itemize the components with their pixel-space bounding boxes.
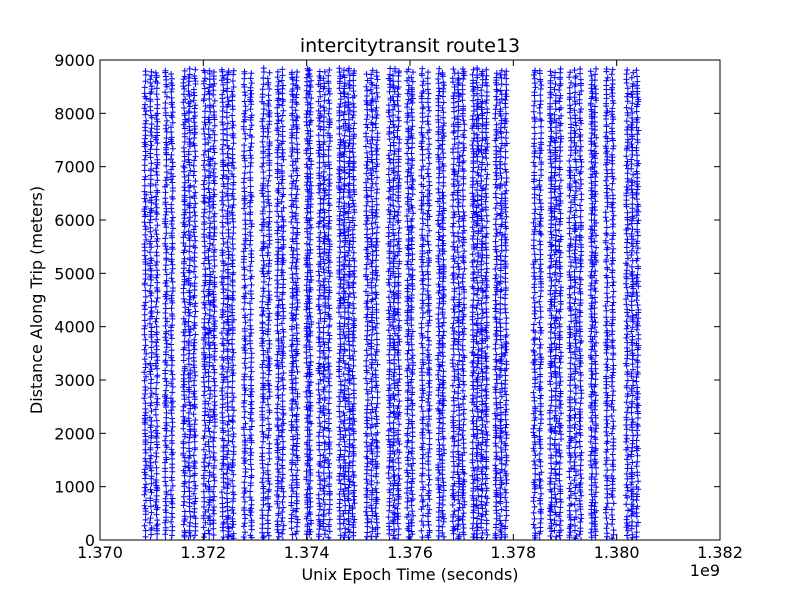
y-tick-label: 8000 bbox=[54, 104, 95, 123]
trip-band bbox=[418, 65, 433, 540]
plus-markers bbox=[449, 66, 468, 540]
y-tick-label: 0 bbox=[85, 531, 95, 550]
y-tick-label: 6000 bbox=[54, 211, 95, 230]
trip-band bbox=[623, 67, 642, 540]
plus-markers bbox=[566, 66, 585, 540]
plus-markers bbox=[418, 65, 433, 540]
trip-band bbox=[434, 65, 447, 540]
trip-band bbox=[218, 66, 237, 540]
y-tick-label: 2000 bbox=[54, 424, 95, 443]
plus-markers bbox=[288, 69, 301, 540]
y-tick-label: 3000 bbox=[54, 371, 95, 390]
plus-markers bbox=[602, 66, 617, 540]
y-tick-label: 5000 bbox=[54, 264, 95, 283]
y-tick-label: 1000 bbox=[54, 478, 95, 497]
y-axis-ticks: 0 1000 2000 3000 4000 5000 6000 7000 8000 9000 bbox=[54, 51, 720, 550]
plus-markers bbox=[492, 67, 510, 540]
plus-markers bbox=[218, 66, 237, 540]
plus-markers bbox=[335, 65, 358, 540]
y-tick-label: 7000 bbox=[54, 158, 95, 177]
trip-band bbox=[403, 66, 417, 540]
x-tick-label: 1.376 bbox=[387, 543, 433, 562]
trip-band bbox=[162, 67, 176, 540]
y-tick-label: 9000 bbox=[54, 51, 95, 70]
trip-band bbox=[362, 67, 381, 540]
trip-band bbox=[141, 68, 161, 540]
plus-markers bbox=[162, 67, 176, 540]
plus-markers bbox=[469, 65, 491, 540]
trip-band bbox=[180, 65, 199, 540]
x-offset-label: 1e9 bbox=[690, 561, 720, 580]
y-axis-label: Distance Along Trip (meters) bbox=[27, 186, 46, 414]
trip-band bbox=[587, 65, 600, 540]
trip-band bbox=[449, 66, 468, 540]
x-tick-label: 1.378 bbox=[490, 543, 536, 562]
x-axis-ticks: 1.370 1.372 1.374 1.376 1.378 1.380 1.382 bbox=[77, 60, 743, 562]
chart-title: intercitytransit route13 bbox=[300, 35, 520, 57]
trip-band bbox=[200, 67, 218, 540]
trip-band bbox=[385, 65, 403, 540]
plus-markers bbox=[274, 66, 287, 540]
x-tick-label: 1.370 bbox=[77, 543, 123, 562]
trip-band bbox=[492, 67, 510, 540]
plus-markers bbox=[385, 65, 403, 540]
trip-band bbox=[274, 66, 287, 540]
plus-markers bbox=[240, 68, 255, 540]
trip-band bbox=[530, 67, 545, 540]
plus-markers bbox=[200, 67, 218, 540]
trip-band bbox=[303, 65, 315, 540]
plus-markers bbox=[403, 66, 417, 540]
plus-markers bbox=[530, 67, 545, 540]
plus-markers bbox=[362, 67, 381, 540]
trip-band bbox=[469, 65, 491, 540]
trip-band bbox=[288, 69, 301, 540]
plus-markers bbox=[434, 65, 447, 540]
plus-markers bbox=[303, 65, 315, 540]
plus-markers bbox=[315, 67, 333, 540]
x-tick-label: 1.372 bbox=[180, 543, 226, 562]
plus-markers bbox=[623, 67, 642, 540]
trip-band bbox=[602, 66, 617, 540]
plus-markers bbox=[587, 65, 600, 540]
trip-band bbox=[566, 66, 585, 540]
trip-band bbox=[240, 68, 255, 540]
plus-markers bbox=[259, 65, 273, 540]
plus-markers bbox=[546, 65, 565, 540]
trip-band bbox=[546, 65, 565, 540]
plus-markers bbox=[141, 68, 161, 540]
x-tick-label: 1.382 bbox=[697, 543, 743, 562]
trip-band bbox=[259, 65, 273, 540]
x-tick-label: 1.380 bbox=[594, 543, 640, 562]
x-tick-label: 1.374 bbox=[284, 543, 330, 562]
data-points bbox=[141, 65, 642, 540]
trip-band bbox=[315, 67, 333, 540]
y-tick-label: 4000 bbox=[54, 318, 95, 337]
x-axis-label: Unix Epoch Time (seconds) bbox=[301, 565, 518, 584]
plus-markers bbox=[180, 65, 199, 540]
trip-band bbox=[335, 65, 358, 540]
